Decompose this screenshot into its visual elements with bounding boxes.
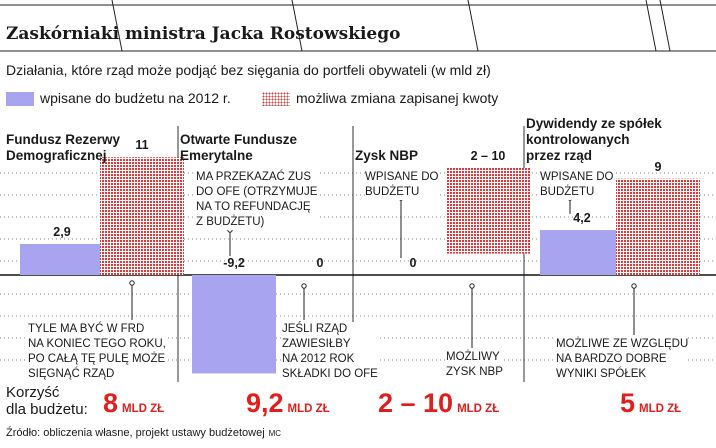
category-title: Zysk NBP	[355, 148, 418, 164]
chart-subtitle: Działania, które rząd może podjąć bez si…	[6, 62, 491, 78]
leader-dot	[631, 283, 637, 289]
gain-label-line1: Korzyść	[6, 384, 60, 401]
note-line: WPISANE DO	[540, 171, 614, 183]
bar-planned	[20, 243, 104, 275]
note-line: WYNIKI SPÓŁEK	[556, 368, 647, 380]
value-label-possible: 2 – 10	[470, 149, 506, 163]
note-line: JEŚLI RZĄD	[282, 323, 348, 335]
category-title: Otwarte Fundusze Emerytalne	[180, 132, 297, 164]
category-title-line: kontrolowanych	[526, 132, 630, 147]
note-above: WPISANE DO BUDŻETU	[365, 170, 439, 200]
value-label-possible: 11	[135, 138, 149, 153]
header-tick-2	[467, 0, 479, 52]
note-below: MOŻLIWY ZYSK NBP	[446, 350, 503, 380]
header-tick-0	[111, 0, 123, 52]
category-title: Fundusz Rezerwy Demograficznej	[6, 132, 120, 164]
note-line: SIĘGNĄĆ RZĄD	[28, 368, 115, 380]
value-label-planned: -9,2	[223, 256, 245, 270]
budget-gain-unit: MLD ZŁ	[457, 403, 500, 415]
budget-gain: 8 MLD ZŁ	[103, 388, 164, 419]
legend-swatch-possible	[262, 92, 290, 106]
note-line: NA KONIEC TEGO ROKU,	[28, 338, 166, 350]
bar-planned	[540, 230, 624, 275]
note-line: MA PRZEKAZAĆ ZUS	[196, 171, 312, 183]
budget-gain: 2 – 10 MLD ZŁ	[378, 388, 499, 419]
leader-dot	[301, 283, 307, 289]
note-line: ZYSK NBP	[446, 366, 503, 378]
header-tick-3	[645, 0, 657, 52]
category-title-line: Fundusz Rezerwy	[6, 132, 121, 147]
note-below: TYLE MA BYĆ W FRD NA KONIEC TEGO ROKU, PO …	[28, 322, 166, 382]
category-title-line: Demograficznej	[6, 148, 107, 163]
budget-gain-unit: MLD ZŁ	[122, 403, 165, 415]
note-line: WPISANE DO	[365, 171, 439, 183]
legend-label-planned: wpisane do budżetu na 2012 r.	[40, 90, 231, 106]
note-above: WPISANE DO BUDŻETU	[540, 170, 614, 200]
note-line: MOŻLIWE ZE WZGLĘDU	[556, 338, 689, 350]
note-line: TYLE MA BYĆ W FRD	[28, 323, 145, 335]
value-label-possible: 0	[316, 256, 324, 270]
budget-gain: 9,2 MLD ZŁ	[246, 388, 330, 419]
leader-dot	[469, 283, 475, 289]
legend-label-possible: możliwa zmiana zapisanej kwoty	[296, 90, 499, 106]
budget-gain-number: 8	[103, 388, 119, 418]
category-title-line: Emerytalne	[180, 148, 253, 163]
note-line: NA 2012 ROK	[282, 353, 355, 365]
budget-gain-number: 9,2	[246, 388, 284, 418]
leader-dot	[129, 280, 135, 286]
category-title-line: przez rząd	[526, 148, 593, 163]
bar-planned	[192, 275, 276, 374]
chart-title: Zaskórniaki ministra Jacka Rostowskiego	[6, 24, 401, 44]
note-line: DO OFE (OTRZYMUJE	[196, 186, 318, 198]
category-title-line: Otwarte Fundusze	[180, 132, 298, 147]
gain-label: Korzyść dla budżetu:	[6, 384, 88, 418]
value-label-planned: 2,9	[53, 224, 71, 239]
note-line: Z BUDŻETU)	[196, 216, 265, 228]
note-line: MOŻLIWY	[446, 351, 500, 363]
budget-gain-number: 2 – 10	[378, 388, 454, 418]
note-line: BUDŻETU	[540, 186, 595, 198]
bar-possible	[446, 168, 530, 254]
legend-swatch-planned	[6, 92, 34, 106]
source-text: Źródło: obliczenia własne, projekt ustaw…	[6, 427, 265, 439]
note-line: ZAWIESIŁBY	[282, 338, 351, 350]
note-below: JEŚLI RZĄD ZAWIESIŁBY NA 2012 ROK SKŁADKI D…	[282, 322, 378, 382]
gain-label-line2: dla budżetu:	[6, 401, 88, 418]
header-tick-1	[291, 0, 303, 52]
value-label-planned: 4,2	[573, 211, 591, 226]
source-note: Źródło: obliczenia własne, projekt ustaw…	[6, 427, 281, 439]
budget-gain-unit: MLD ZŁ	[639, 403, 682, 415]
bar-possible	[100, 157, 184, 275]
value-label-planned: 0	[409, 256, 417, 270]
note-line: NA TO REFUNDACJĘ	[196, 201, 311, 213]
budget-gain-unit: MLD ZŁ	[287, 403, 330, 415]
budget-gain-number: 5	[620, 388, 636, 418]
budget-gain: 5 MLD ZŁ	[620, 388, 681, 419]
value-label-possible: 9	[654, 159, 662, 174]
category-title-line: Zysk NBP	[355, 148, 419, 163]
note-line: SKŁADKI DO OFE	[282, 368, 378, 380]
note-line: PO CAŁĄ TĘ PULĘ MOŻE	[28, 353, 166, 365]
note-above: MA PRZEKAZAĆ ZUS DO OFE (OTRZYMUJE NA TO R…	[196, 170, 318, 230]
category-title-line: Dywidendy ze spółek	[526, 116, 662, 131]
bar-possible	[616, 178, 700, 275]
note-line: BUDŻETU	[365, 186, 420, 198]
category-title: Dywidendy ze spółek kontrolowanych przez r…	[526, 116, 662, 164]
note-line: NA BARDZO DOBRE	[556, 353, 667, 365]
note-below: MOŻLIWE ZE WZGLĘDU NA BARDZO DOBRE WYNIKI …	[556, 337, 689, 382]
author-credit: MC	[268, 429, 282, 438]
header-tick-4	[659, 0, 671, 52]
